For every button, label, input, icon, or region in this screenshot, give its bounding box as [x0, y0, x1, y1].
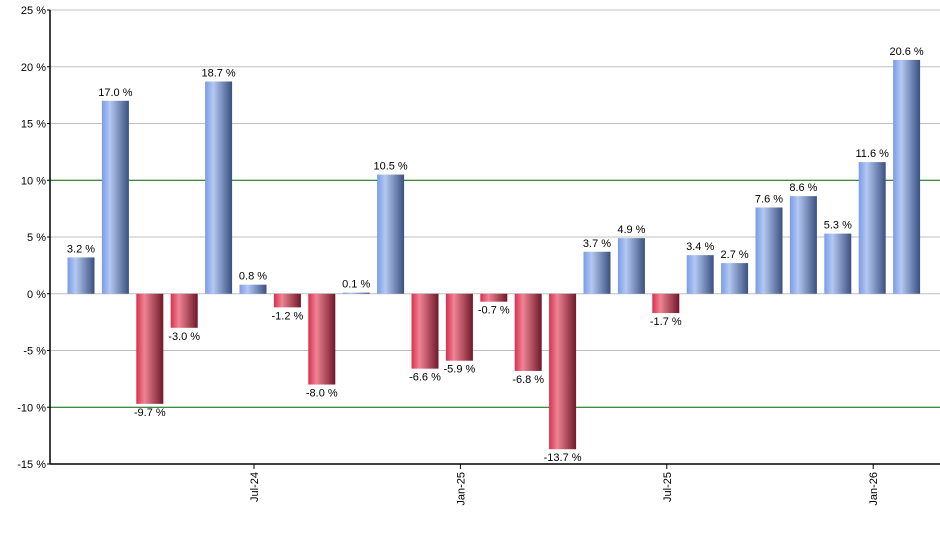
bar-Apr-24 [136, 293, 164, 404]
y-tick-label: 5 % [27, 232, 46, 244]
bar-Jul-25 [652, 293, 680, 314]
data-label: 17.0 % [98, 87, 132, 99]
data-label: 7.6 % [755, 193, 783, 205]
bar-Nov-24 [377, 174, 405, 294]
bar-May-25 [583, 251, 611, 294]
data-label: 5.3 % [824, 220, 852, 232]
bar-Oct-24 [342, 292, 370, 294]
x-tick-label: Jul-24 [249, 472, 261, 502]
bar-Aug-24 [273, 293, 301, 308]
bar-Jul-24 [239, 284, 267, 294]
data-label: -13.7 % [544, 452, 582, 464]
data-label: 11.6 % [855, 148, 889, 160]
data-labels: 3.2 % 17.0 % -9.7 % -3.0 % 18.7 % 0.8 % -1.2 %… [67, 46, 924, 464]
bar-Apr-25 [549, 293, 577, 450]
bar-Jun-25 [617, 238, 645, 294]
x-tick-label: Jul-25 [662, 472, 674, 502]
x-tick-label: Jan-25 [455, 472, 467, 506]
axes: -15 % -10 % -5 % 0 % 5 % 10 % 15 % 20 % 25 % Jul-… [17, 5, 940, 506]
bar-May-24 [170, 293, 198, 328]
bar-Feb-26 [893, 59, 921, 294]
bar-Sep-25 [721, 263, 749, 294]
data-label: 3.4 % [686, 241, 714, 253]
data-label: -1.2 % [272, 310, 304, 322]
bar-Jan-26 [858, 162, 886, 294]
y-tick-label: -5 % [23, 346, 46, 358]
bar-Feb-24 [67, 257, 95, 294]
bar-Dec-24 [411, 293, 439, 369]
y-tick-label: 0 % [27, 289, 46, 301]
bar-Feb-25 [480, 293, 508, 302]
data-label: 0.1 % [342, 279, 370, 291]
data-label: 2.7 % [721, 249, 749, 261]
y-tick-label: 20 % [21, 62, 46, 74]
data-label: -8.0 % [306, 388, 338, 400]
bar-Jun-24 [205, 81, 233, 294]
data-label: 0.8 % [239, 271, 267, 283]
bar-Nov-25 [789, 196, 817, 294]
y-tick-label: 25 % [21, 5, 46, 17]
bars [67, 59, 921, 450]
data-label: -9.7 % [134, 407, 166, 419]
data-label: -1.7 % [650, 316, 682, 328]
y-tick-label: -15 % [17, 459, 46, 471]
x-tick-label: Jan-26 [868, 472, 880, 506]
data-label: -5.9 % [444, 364, 476, 376]
data-label: 8.6 % [789, 182, 817, 194]
bar-Mar-24 [101, 100, 129, 294]
data-label: -0.7 % [478, 305, 510, 317]
data-label: 18.7 % [201, 68, 235, 80]
data-label: -6.8 % [512, 374, 544, 386]
data-label: 20.6 % [889, 46, 923, 58]
bar-Aug-25 [686, 255, 714, 294]
data-label: -6.6 % [409, 372, 441, 384]
bar-Dec-25 [824, 233, 852, 294]
data-label: -3.0 % [168, 331, 200, 343]
data-label: 3.7 % [583, 238, 611, 250]
bar-Oct-25 [755, 207, 783, 294]
bar-Jan-25 [445, 293, 473, 361]
data-label: 10.5 % [373, 161, 407, 173]
bar-Sep-24 [308, 293, 336, 385]
data-label: 3.2 % [67, 243, 95, 255]
y-tick-label: -10 % [17, 402, 46, 414]
y-tick-label: 10 % [21, 175, 46, 187]
bar-Mar-25 [514, 293, 542, 371]
y-tick-label: 15 % [21, 119, 46, 131]
data-label: 4.9 % [617, 224, 645, 236]
